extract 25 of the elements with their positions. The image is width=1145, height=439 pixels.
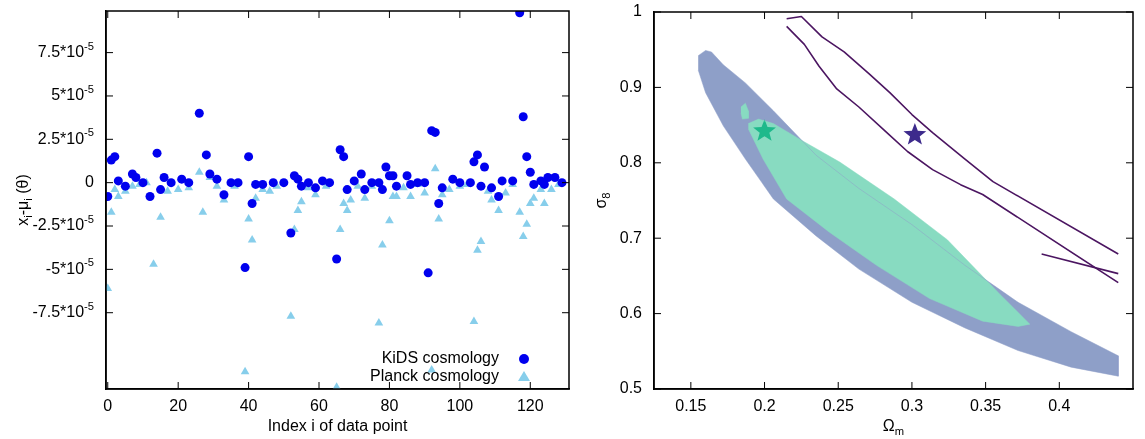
x-tick-label: 0 — [103, 397, 113, 415]
legend-label: Planck cosmology — [370, 367, 500, 385]
y-tick-label: 1 — [633, 2, 643, 20]
y-tick-label: 0.9 — [619, 77, 643, 95]
x-axis-title: Index i of data point — [267, 417, 408, 435]
y-axis-title: xi-μi (θ) — [14, 174, 34, 226]
x-tick-label: 100 — [446, 397, 474, 415]
y-tick-label: 0.5 — [619, 379, 643, 397]
x-tick-label: 40 — [239, 397, 258, 415]
y-tick-label: 0 — [85, 173, 95, 191]
x-tick-label: 0.25 — [822, 397, 854, 415]
y-tick-label: 0.7 — [619, 228, 643, 246]
y-tick-label: 0.8 — [619, 153, 643, 171]
x-tick-label: 80 — [380, 397, 399, 415]
legend-label: KiDS cosmology — [381, 349, 499, 367]
x-tick-label: 0.2 — [753, 397, 776, 415]
x-tick-label: 0.3 — [900, 397, 924, 415]
x-tick-label: 120 — [516, 397, 544, 415]
x-tick-label: 0.4 — [1048, 397, 1071, 415]
x-tick-label: 60 — [310, 397, 329, 415]
x-tick-label: 0.15 — [675, 397, 707, 415]
y-tick-label: 0.6 — [619, 304, 643, 322]
x-tick-label: 0.35 — [970, 397, 1002, 415]
x-tick-label: 20 — [169, 397, 188, 415]
y-axis-title: σ8 — [592, 192, 612, 209]
